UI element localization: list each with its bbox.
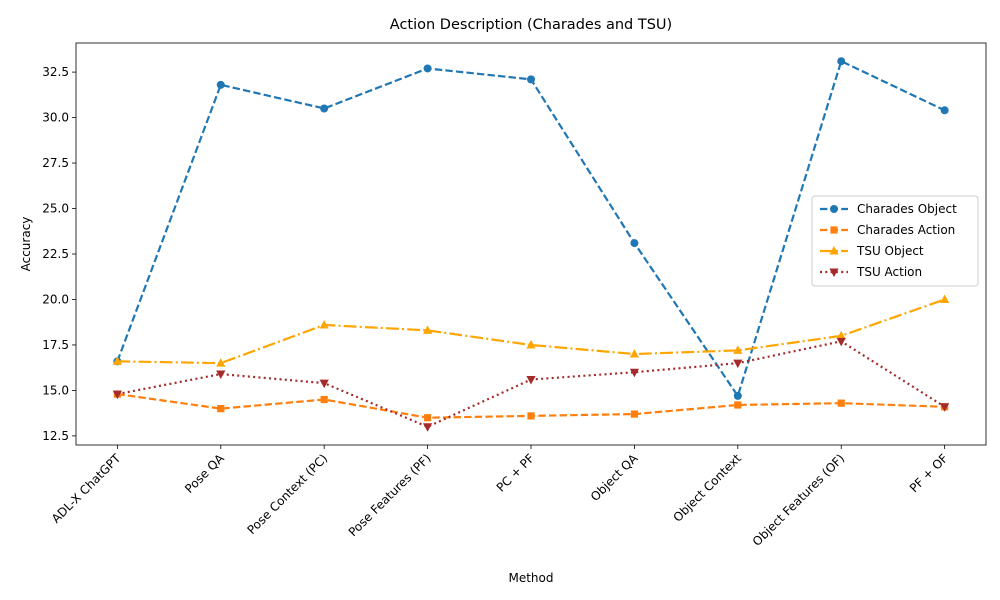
legend-marker bbox=[829, 246, 839, 255]
data-point bbox=[940, 294, 950, 303]
data-point bbox=[526, 339, 536, 349]
data-point bbox=[940, 403, 950, 412]
data-point bbox=[320, 104, 329, 113]
data-point bbox=[630, 410, 639, 418]
data-point bbox=[630, 239, 639, 248]
legend-marker bbox=[830, 205, 838, 213]
legend-box bbox=[811, 195, 979, 287]
data-point bbox=[733, 359, 743, 369]
series-charades-object bbox=[113, 57, 949, 400]
y-axis-ticks: 12.5 15.0 17.5 20.0 22.5 25.0 27.5 30.0 32.5 bbox=[42, 65, 76, 443]
legend-item: TSU Object bbox=[820, 244, 924, 258]
data-point bbox=[733, 345, 743, 354]
y-tick-label: 22.5 bbox=[42, 247, 69, 261]
x-axis-title: Method bbox=[508, 571, 553, 585]
legend-label: Charades Action bbox=[857, 223, 955, 237]
y-tick-label: 15.0 bbox=[42, 383, 69, 397]
data-point bbox=[216, 370, 226, 380]
data-point bbox=[526, 376, 536, 385]
data-point bbox=[837, 57, 846, 66]
legend-label: TSU Action bbox=[856, 265, 922, 279]
data-point bbox=[733, 391, 742, 400]
series-tsu-object bbox=[112, 294, 950, 367]
y-tick-label: 27.5 bbox=[42, 156, 69, 170]
data-point bbox=[422, 325, 433, 334]
data-point bbox=[527, 412, 535, 420]
data-point bbox=[319, 379, 329, 389]
data-point bbox=[423, 414, 432, 422]
data-point bbox=[629, 368, 640, 378]
legend-label: TSU Object bbox=[856, 244, 924, 258]
data-point bbox=[423, 64, 432, 73]
data-point bbox=[629, 349, 640, 358]
legend-item: TSU Action bbox=[820, 265, 922, 279]
data-point bbox=[734, 401, 742, 409]
chart-title: Action Description (Charades and TSU) bbox=[390, 17, 672, 33]
legend-item: Charades Action bbox=[820, 223, 955, 237]
data-point bbox=[422, 423, 433, 432]
y-tick-label: 25.0 bbox=[42, 202, 69, 216]
data-point bbox=[216, 358, 226, 367]
data-point bbox=[216, 80, 225, 89]
data-point bbox=[217, 405, 225, 413]
legend-marker bbox=[830, 226, 838, 234]
data-point bbox=[320, 395, 328, 404]
y-tick-label: 17.5 bbox=[42, 338, 69, 352]
data-point bbox=[319, 319, 329, 329]
y-axis-title: Accuracy bbox=[19, 217, 33, 272]
data-point bbox=[112, 390, 122, 400]
legend-label: Charades Object bbox=[857, 202, 957, 216]
data-point bbox=[112, 356, 122, 365]
data-point bbox=[837, 399, 845, 407]
data-point bbox=[836, 337, 846, 347]
y-tick-label: 12.5 bbox=[42, 429, 69, 443]
legend: Charades Object Charades Action TSU Object… bbox=[811, 195, 979, 287]
data-point bbox=[836, 330, 846, 340]
y-tick-label: 32.5 bbox=[42, 65, 69, 79]
series-layer bbox=[112, 57, 950, 432]
legend-marker bbox=[829, 268, 839, 277]
series-tsu-action bbox=[112, 337, 950, 432]
data-point bbox=[940, 106, 949, 115]
y-tick-label: 30.0 bbox=[42, 111, 69, 125]
data-point bbox=[527, 75, 535, 84]
y-tick-label: 20.0 bbox=[42, 292, 69, 306]
legend-item: Charades Object bbox=[820, 202, 957, 216]
